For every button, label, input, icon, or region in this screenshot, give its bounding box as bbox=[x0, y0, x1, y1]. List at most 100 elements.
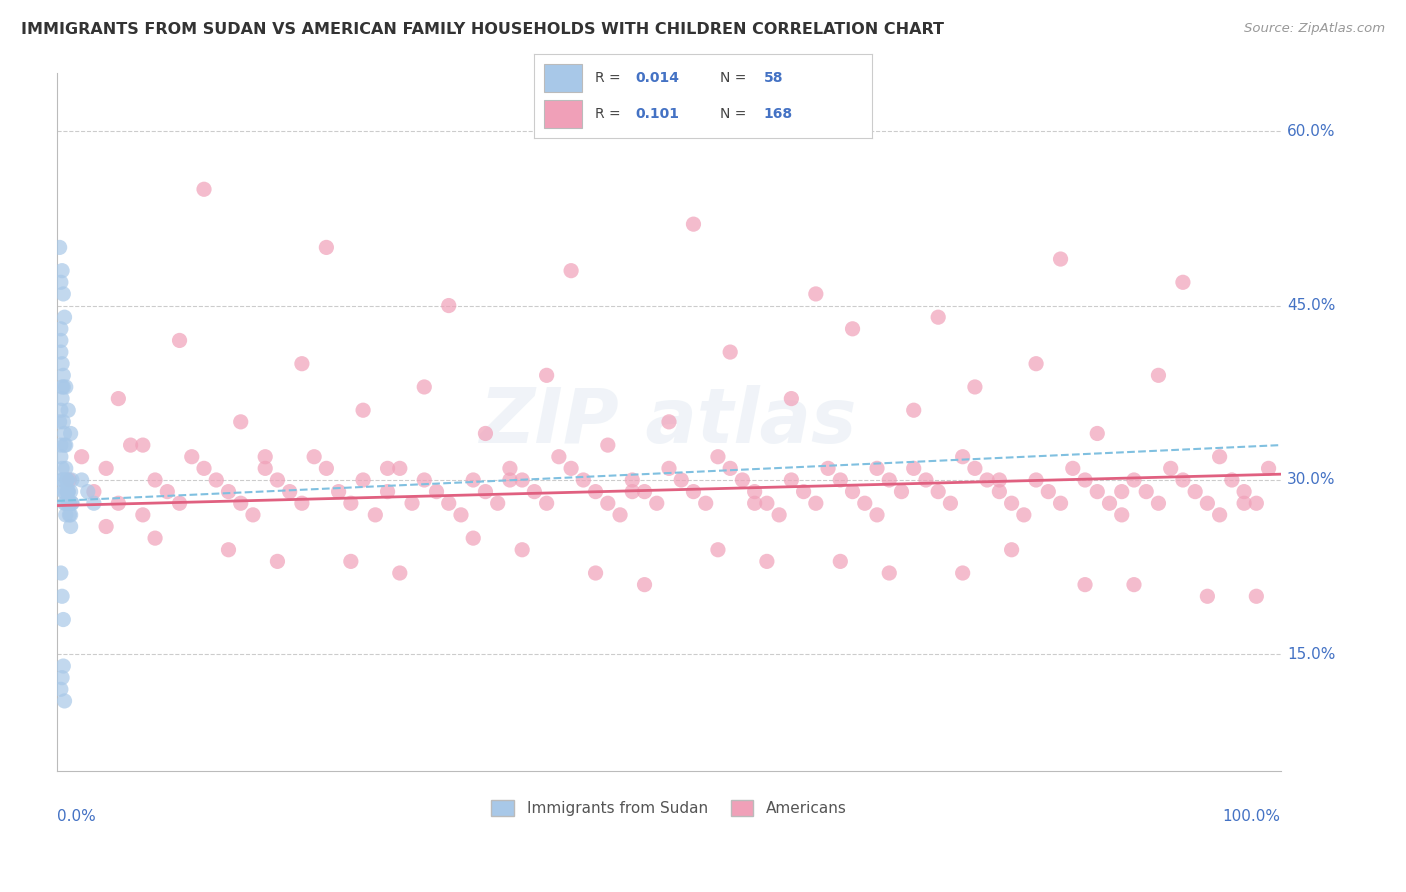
Point bbox=[55, 380, 77, 394]
Point bbox=[205, 473, 228, 487]
Point bbox=[56, 473, 79, 487]
Point bbox=[364, 508, 387, 522]
Legend: Immigrants from Sudan, Americans: Immigrants from Sudan, Americans bbox=[485, 794, 852, 822]
Point bbox=[1197, 496, 1219, 510]
Point bbox=[952, 450, 974, 464]
Point bbox=[70, 473, 93, 487]
Point bbox=[340, 496, 363, 510]
Point bbox=[1233, 496, 1256, 510]
Point bbox=[866, 461, 889, 475]
Point bbox=[83, 496, 105, 510]
Point bbox=[229, 415, 252, 429]
Point bbox=[1147, 368, 1170, 383]
Point bbox=[1111, 484, 1133, 499]
Point bbox=[58, 496, 80, 510]
Point bbox=[658, 461, 681, 475]
Point bbox=[52, 380, 75, 394]
Point bbox=[718, 461, 741, 475]
Point bbox=[1171, 275, 1194, 289]
Point bbox=[1098, 496, 1121, 510]
Point bbox=[707, 450, 730, 464]
Point bbox=[60, 496, 83, 510]
Point bbox=[425, 484, 447, 499]
Point bbox=[804, 287, 827, 301]
Point bbox=[1233, 484, 1256, 499]
Text: R =: R = bbox=[595, 70, 626, 85]
Point bbox=[58, 496, 80, 510]
Point bbox=[59, 484, 82, 499]
Point bbox=[645, 496, 668, 510]
Point bbox=[866, 508, 889, 522]
Point bbox=[499, 473, 522, 487]
Point bbox=[51, 589, 73, 603]
Point bbox=[695, 496, 717, 510]
Point bbox=[218, 484, 240, 499]
Point bbox=[1246, 589, 1268, 603]
Point bbox=[413, 380, 436, 394]
Point bbox=[744, 496, 766, 510]
Point bbox=[1012, 508, 1035, 522]
Point bbox=[744, 484, 766, 499]
Point bbox=[59, 426, 82, 441]
Point bbox=[229, 496, 252, 510]
Point bbox=[486, 496, 509, 510]
Point bbox=[132, 438, 155, 452]
Point bbox=[51, 473, 73, 487]
Point bbox=[1257, 461, 1279, 475]
Point bbox=[1085, 484, 1108, 499]
Point bbox=[890, 484, 912, 499]
Text: ZIP atlas: ZIP atlas bbox=[481, 384, 858, 458]
Point bbox=[755, 496, 778, 510]
Point bbox=[755, 554, 778, 568]
Point bbox=[560, 461, 582, 475]
Point bbox=[523, 484, 546, 499]
Point bbox=[830, 554, 852, 568]
Point bbox=[1062, 461, 1084, 475]
Point bbox=[51, 671, 73, 685]
Point bbox=[780, 473, 803, 487]
Point bbox=[60, 496, 83, 510]
Text: 30.0%: 30.0% bbox=[1286, 473, 1336, 488]
Point bbox=[132, 508, 155, 522]
Point bbox=[536, 496, 558, 510]
Point bbox=[56, 484, 79, 499]
Point bbox=[49, 450, 72, 464]
Point bbox=[1184, 484, 1206, 499]
Point bbox=[49, 682, 72, 697]
Point bbox=[841, 484, 863, 499]
Point bbox=[49, 438, 72, 452]
Point bbox=[437, 299, 460, 313]
Point bbox=[55, 496, 77, 510]
Point bbox=[671, 473, 693, 487]
Point bbox=[180, 450, 202, 464]
Point bbox=[877, 473, 900, 487]
Point bbox=[52, 613, 75, 627]
Text: Source: ZipAtlas.com: Source: ZipAtlas.com bbox=[1244, 22, 1385, 36]
Point bbox=[1220, 473, 1243, 487]
Point bbox=[59, 508, 82, 522]
Point bbox=[988, 484, 1011, 499]
Point bbox=[658, 415, 681, 429]
Point bbox=[499, 461, 522, 475]
Point bbox=[952, 566, 974, 580]
Point bbox=[193, 461, 215, 475]
Point bbox=[315, 461, 337, 475]
Point bbox=[1074, 577, 1097, 591]
Point bbox=[55, 461, 77, 475]
Point bbox=[352, 473, 374, 487]
Text: N =: N = bbox=[720, 107, 751, 121]
Point bbox=[903, 461, 925, 475]
Point bbox=[51, 380, 73, 394]
Point bbox=[52, 473, 75, 487]
Point bbox=[939, 496, 962, 510]
Point bbox=[83, 484, 105, 499]
Point bbox=[853, 496, 876, 510]
Text: IMMIGRANTS FROM SUDAN VS AMERICAN FAMILY HOUSEHOLDS WITH CHILDREN CORRELATION CH: IMMIGRANTS FROM SUDAN VS AMERICAN FAMILY… bbox=[21, 22, 943, 37]
Point bbox=[48, 415, 70, 429]
Point bbox=[377, 461, 399, 475]
Point bbox=[388, 461, 411, 475]
Point bbox=[963, 461, 986, 475]
Point bbox=[218, 542, 240, 557]
Point bbox=[51, 461, 73, 475]
Point bbox=[780, 392, 803, 406]
